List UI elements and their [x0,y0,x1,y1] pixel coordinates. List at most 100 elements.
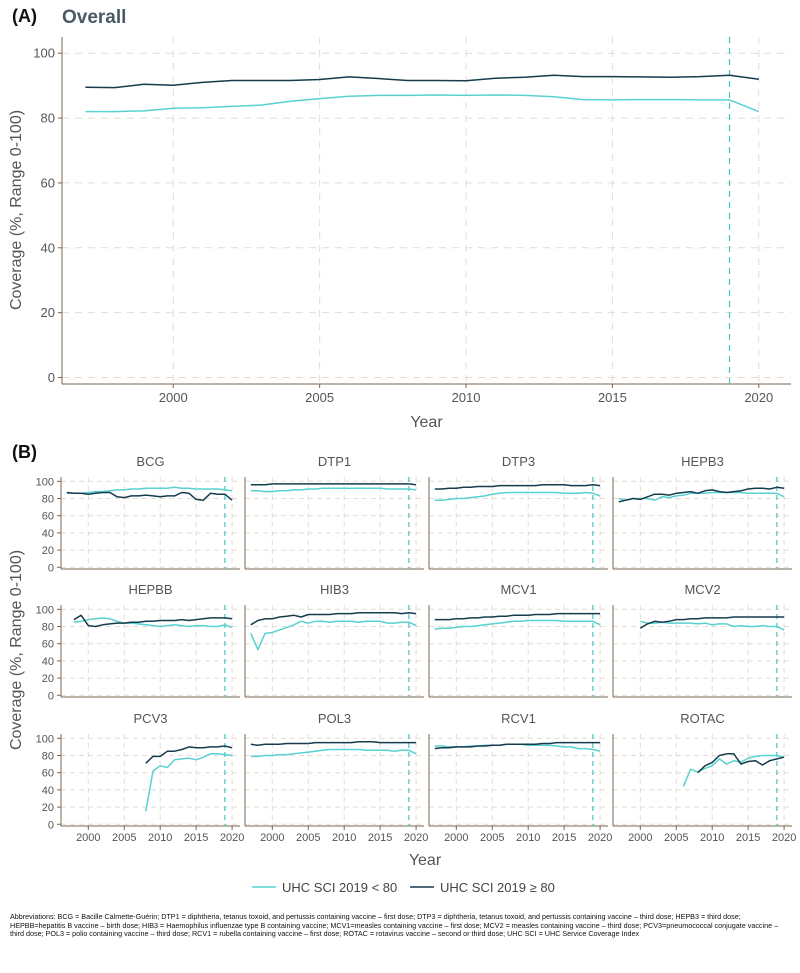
series-line-low [145,753,233,812]
y-tick-label: 0 [48,562,54,574]
x-tick-label: 2015 [598,390,627,405]
facet-title: POL3 [318,711,351,726]
x-tick-label: 2005 [296,832,320,844]
series-line-high [434,483,601,490]
abbreviations-note: Abbreviations: BCG = Bacille Calmette-Gu… [10,912,779,939]
facet-title: HEPBB [128,582,172,597]
x-tick-label: 2005 [480,832,504,844]
facet-panel-mcv1: MCV1 [428,582,608,698]
y-tick-label: 100 [36,476,54,488]
series-line-low [250,487,417,493]
series-line-low [434,619,601,630]
x-tick-label: 2005 [664,832,688,844]
x-tick-label: 2020 [220,832,244,844]
series-line-low [682,754,785,787]
facet-panel-dtp1: DTP1 [244,454,424,570]
facet-title: DTP1 [318,454,351,469]
series-line-high [618,486,785,503]
series-line-low [250,620,417,651]
y-tick-label: 80 [42,621,54,633]
y-tick-label: 80 [42,493,54,505]
x-tick-label: 2020 [588,832,612,844]
overall-chart: 0 20 40 60 80 100 2000 2005 2010 2015 2020 Year Cove… [8,37,791,431]
series-line-high [697,753,785,774]
facet-panel-dtp3: DTP3 [428,454,608,570]
panel-b-label: (B) [12,442,37,462]
facet-title: HEPB3 [681,454,724,469]
facet-title: DTP3 [502,454,535,469]
y-tick-label: 20 [42,673,54,685]
facet-title: ROTAC [680,711,725,726]
x-tick-label: 2010 [700,832,724,844]
x-tick-label: 2015 [368,832,392,844]
overall-x-axis-title: Year [410,414,443,431]
x-tick-label: 2015 [736,832,760,844]
legend: UHC SCI 2019 < 80 UHC SCI 2019 ≥ 80 [252,880,555,895]
panel-a-label: (A) [12,6,37,26]
x-tick-label: 2000 [260,832,284,844]
y-tick-label: 0 [48,819,54,831]
overall-y-axis-title: Coverage (%, Range 0-100) [8,110,25,310]
facet-title: RCV1 [501,711,536,726]
series-line-low [434,491,601,501]
y-tick-label: 100 [33,46,55,61]
facet-title: BCG [136,454,164,469]
x-tick-label: 2015 [184,832,208,844]
series-line-low [250,748,417,758]
overall-chart-title: Overall [62,7,126,28]
series-line-low [618,491,785,501]
facet-panel-rotac: ROTAC 2000 2005 2010 2015 2020 [612,711,796,844]
facets-x-axis-title: Year [409,852,442,869]
x-tick-label: 2000 [444,832,468,844]
x-tick-label: 2015 [552,832,576,844]
series-line-low [434,743,601,752]
series-line-low [85,94,760,113]
y-tick-label: 100 [36,604,54,616]
x-tick-label: 2000 [628,832,652,844]
x-tick-label: 2010 [516,832,540,844]
y-tick-label: 60 [42,768,54,780]
series-line-high [434,612,601,621]
y-tick-label: 0 [48,690,54,702]
y-tick-label: 40 [42,528,54,540]
facet-panel-rcv1: RCV1 2000 2005 2010 2015 2020 [428,711,612,844]
series-line-low [73,617,233,629]
y-tick-label: 40 [42,785,54,797]
y-tick-label: 100 [36,733,54,745]
facet-panel-hib3: HIB3 [244,582,424,698]
facet-panel-hepbb: HEPBB 0 20 40 60 80 100 [36,582,240,702]
x-tick-label: 2000 [159,390,188,405]
series-line-high [250,483,417,486]
series-line-high [250,740,417,746]
x-tick-label: 2010 [452,390,481,405]
x-tick-label: 2010 [148,832,172,844]
x-tick-label: 2020 [772,832,796,844]
series-line-high [73,614,233,628]
x-tick-label: 2000 [76,832,100,844]
x-tick-label: 2005 [305,390,334,405]
y-tick-label: 60 [42,511,54,523]
facet-title: MCV1 [500,582,536,597]
facet-panel-pol3: POL3 2000 2005 2010 2015 2020 [244,711,428,844]
y-tick-label: 80 [42,750,54,762]
y-tick-label: 80 [41,111,55,126]
y-tick-label: 20 [42,545,54,557]
y-tick-label: 60 [42,639,54,651]
series-line-low [66,486,233,495]
facet-title: MCV2 [684,582,720,597]
facet-panel-bcg: BCG 0 20 40 60 80 100 [36,454,240,574]
facet-title: HIB3 [320,582,349,597]
y-tick-label: 40 [41,240,55,255]
legend-label-high: UHC SCI 2019 ≥ 80 [440,880,555,895]
x-tick-label: 2020 [404,832,428,844]
y-tick-label: 60 [41,175,55,190]
facet-charts: BCG 0 20 40 60 80 100 DTP1 DTP3 HEPB3 HEPBB 0 20 40 60… [36,454,797,844]
facets-y-axis-title: Coverage (%, Range 0-100) [8,550,25,750]
y-tick-label: 20 [42,802,54,814]
x-tick-label: 2010 [332,832,356,844]
series-line-high [250,611,417,626]
facet-title: PCV3 [134,711,168,726]
series-line-high [639,616,785,629]
legend-label-low: UHC SCI 2019 < 80 [282,880,397,895]
